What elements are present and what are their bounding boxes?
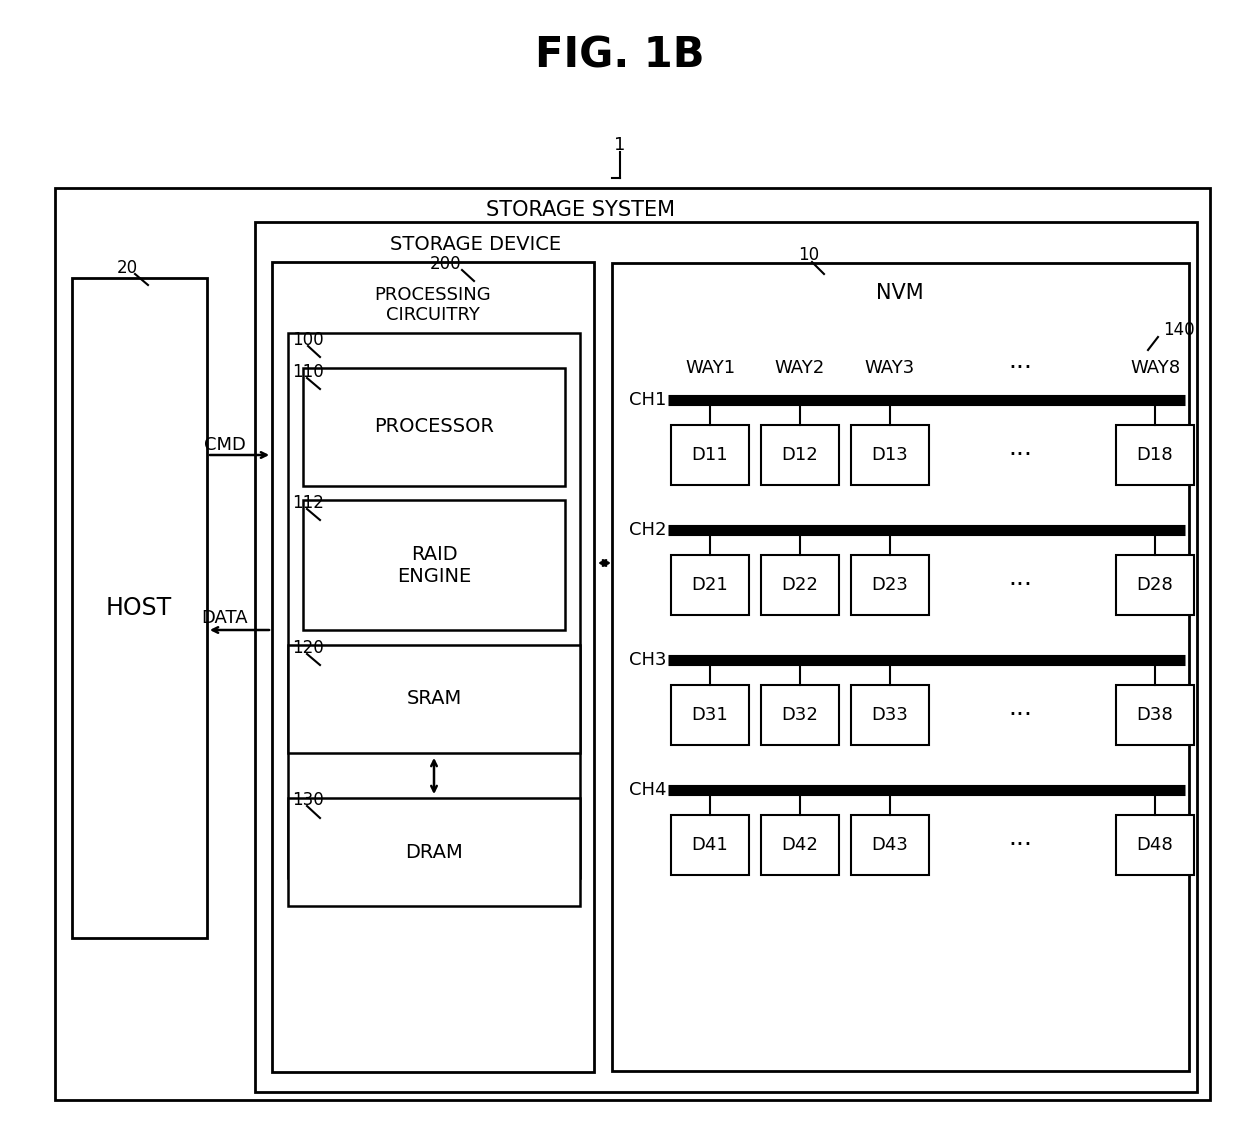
Text: 20: 20	[117, 259, 138, 277]
Text: D13: D13	[872, 446, 909, 464]
Bar	[55, 188, 1210, 1100]
Bar	[72, 278, 207, 938]
Text: CH4: CH4	[629, 781, 667, 799]
Bar	[851, 555, 929, 615]
Text: D28: D28	[1137, 576, 1173, 594]
Bar	[288, 645, 580, 753]
Text: D11: D11	[692, 446, 728, 464]
Bar	[288, 333, 580, 878]
Text: WAY2: WAY2	[775, 359, 825, 376]
Bar	[761, 815, 839, 875]
Text: CH3: CH3	[629, 651, 667, 669]
Text: NVM: NVM	[877, 284, 924, 303]
Text: CH1: CH1	[630, 391, 667, 409]
Bar	[1116, 425, 1194, 485]
Text: D18: D18	[1137, 446, 1173, 464]
Bar	[851, 685, 929, 745]
Text: 10: 10	[799, 246, 820, 264]
Text: WAY8: WAY8	[1130, 359, 1180, 376]
Bar	[303, 369, 565, 486]
Bar	[255, 222, 1197, 1092]
Text: D42: D42	[781, 836, 818, 854]
Bar	[671, 425, 749, 485]
Text: ···: ···	[1008, 573, 1032, 596]
Text: 100: 100	[291, 331, 324, 349]
Text: 140: 140	[1163, 321, 1194, 339]
Text: 110: 110	[291, 363, 324, 381]
Bar	[761, 425, 839, 485]
Text: D48: D48	[1137, 836, 1173, 854]
Text: DRAM: DRAM	[405, 843, 463, 862]
Text: WAY1: WAY1	[684, 359, 735, 376]
Text: STORAGE SYSTEM: STORAGE SYSTEM	[486, 200, 675, 220]
Text: 200: 200	[430, 255, 461, 273]
Text: D22: D22	[781, 576, 818, 594]
Bar	[1116, 555, 1194, 615]
Text: ···: ···	[1008, 356, 1032, 380]
Bar	[1116, 685, 1194, 745]
Text: CH2: CH2	[629, 521, 667, 539]
Text: 112: 112	[291, 494, 324, 511]
Text: DATA: DATA	[202, 609, 248, 627]
Text: D32: D32	[781, 706, 818, 723]
Text: D31: D31	[692, 706, 728, 723]
Text: 120: 120	[291, 638, 324, 657]
Text: 1: 1	[614, 136, 626, 154]
Bar	[671, 815, 749, 875]
Bar	[272, 262, 594, 1072]
Text: WAY3: WAY3	[864, 359, 915, 376]
Text: ···: ···	[1008, 833, 1032, 857]
Text: 130: 130	[291, 792, 324, 809]
Bar	[671, 555, 749, 615]
Bar	[761, 555, 839, 615]
Bar	[671, 685, 749, 745]
Text: STORAGE DEVICE: STORAGE DEVICE	[391, 235, 562, 254]
Text: CMD: CMD	[205, 435, 246, 454]
Text: D12: D12	[781, 446, 818, 464]
Bar	[288, 798, 580, 906]
Bar	[303, 500, 565, 631]
Text: HOST: HOST	[105, 596, 172, 620]
Bar	[851, 425, 929, 485]
Text: D41: D41	[692, 836, 728, 854]
Text: D21: D21	[692, 576, 728, 594]
Text: D33: D33	[872, 706, 909, 723]
Text: PROCESSING
CIRCUITRY: PROCESSING CIRCUITRY	[374, 286, 491, 324]
Text: PROCESSOR: PROCESSOR	[374, 417, 494, 437]
Text: ···: ···	[1008, 703, 1032, 727]
Text: D38: D38	[1137, 706, 1173, 723]
Text: RAID
ENGINE: RAID ENGINE	[397, 544, 471, 585]
Text: D23: D23	[872, 576, 909, 594]
Text: ···: ···	[1008, 443, 1032, 467]
Text: SRAM: SRAM	[407, 689, 461, 709]
Bar	[851, 815, 929, 875]
Bar	[761, 685, 839, 745]
Bar	[1116, 815, 1194, 875]
Text: FIG. 1B: FIG. 1B	[536, 34, 704, 76]
Text: D43: D43	[872, 836, 909, 854]
Bar	[613, 263, 1189, 1070]
